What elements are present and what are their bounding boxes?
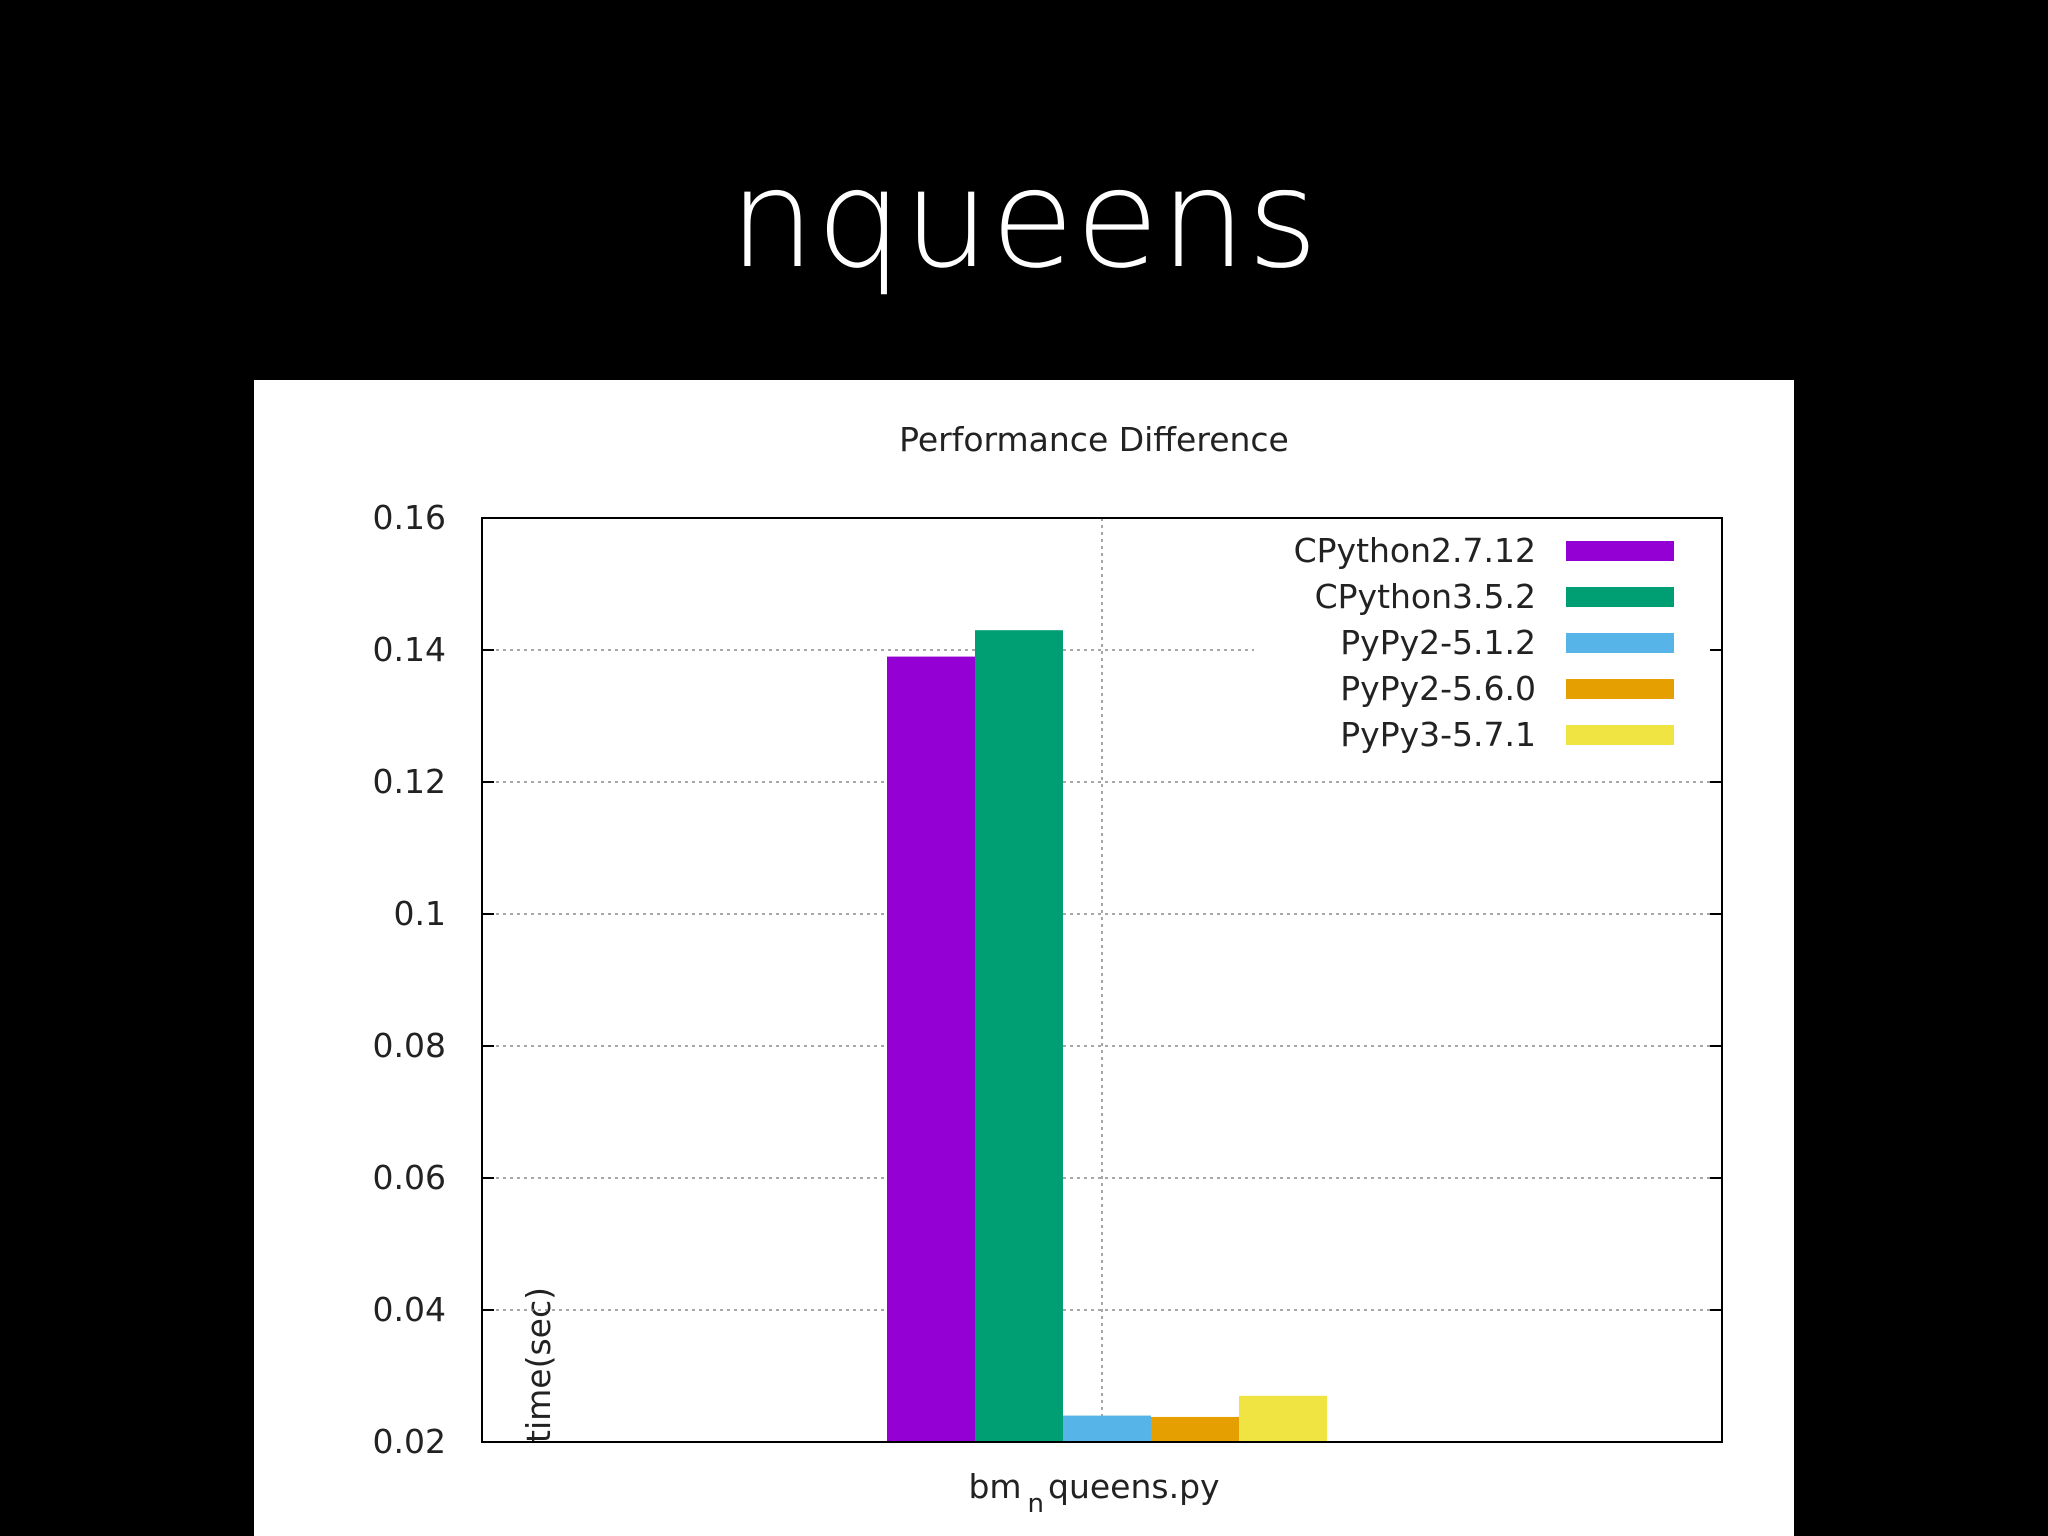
y-tick-label: 0.14 bbox=[373, 630, 446, 669]
chart-panel: Performance Difference time(sec) bm n quee… bbox=[254, 380, 1794, 1536]
legend-label: CPython3.5.2 bbox=[1315, 577, 1536, 616]
legend-label: PyPy2-5.6.0 bbox=[1340, 669, 1536, 708]
y-tick-label: 0.04 bbox=[373, 1290, 446, 1329]
bar-chart: Performance Difference time(sec) bm n quee… bbox=[373, 420, 1723, 1519]
legend-swatch bbox=[1566, 633, 1674, 653]
chart-title: Performance Difference bbox=[899, 420, 1289, 459]
bar-pypy2-5-6-0 bbox=[1151, 1416, 1239, 1442]
x-tick-label-prefix: bm bbox=[968, 1467, 1021, 1506]
y-tick-label: 0.08 bbox=[373, 1026, 446, 1065]
y-tick-label: 0.1 bbox=[394, 894, 446, 933]
bar-cpython2-7-12 bbox=[887, 656, 975, 1442]
legend-swatch bbox=[1566, 679, 1674, 699]
legend-swatch bbox=[1566, 587, 1674, 607]
bar-pypy2-5-1-2 bbox=[1063, 1415, 1151, 1442]
x-tick-label-subscript: n bbox=[1028, 1489, 1044, 1519]
y-tick-label: 0.12 bbox=[373, 762, 446, 801]
bar-pypy3-5-7-1 bbox=[1239, 1395, 1327, 1442]
legend-label: PyPy2-5.1.2 bbox=[1340, 623, 1536, 662]
y-tick-label: 0.16 bbox=[373, 498, 446, 537]
legend-label: CPython2.7.12 bbox=[1294, 531, 1536, 570]
y-tick-label: 0.02 bbox=[373, 1422, 446, 1461]
y-axis-label: time(sec) bbox=[519, 1287, 558, 1443]
plot-frame bbox=[481, 517, 1723, 1443]
bar-cpython3-5-2 bbox=[975, 630, 1063, 1442]
slide-title: nqueens bbox=[728, 141, 1320, 299]
y-tick-label: 0.06 bbox=[373, 1158, 446, 1197]
x-tick-label-suffix: queens.py bbox=[1048, 1467, 1220, 1506]
legend-swatch bbox=[1566, 725, 1674, 745]
legend-label: PyPy3-5.7.1 bbox=[1340, 715, 1536, 754]
legend-swatch bbox=[1566, 541, 1674, 561]
x-tick-label: bm n queens.py bbox=[968, 1467, 1219, 1519]
